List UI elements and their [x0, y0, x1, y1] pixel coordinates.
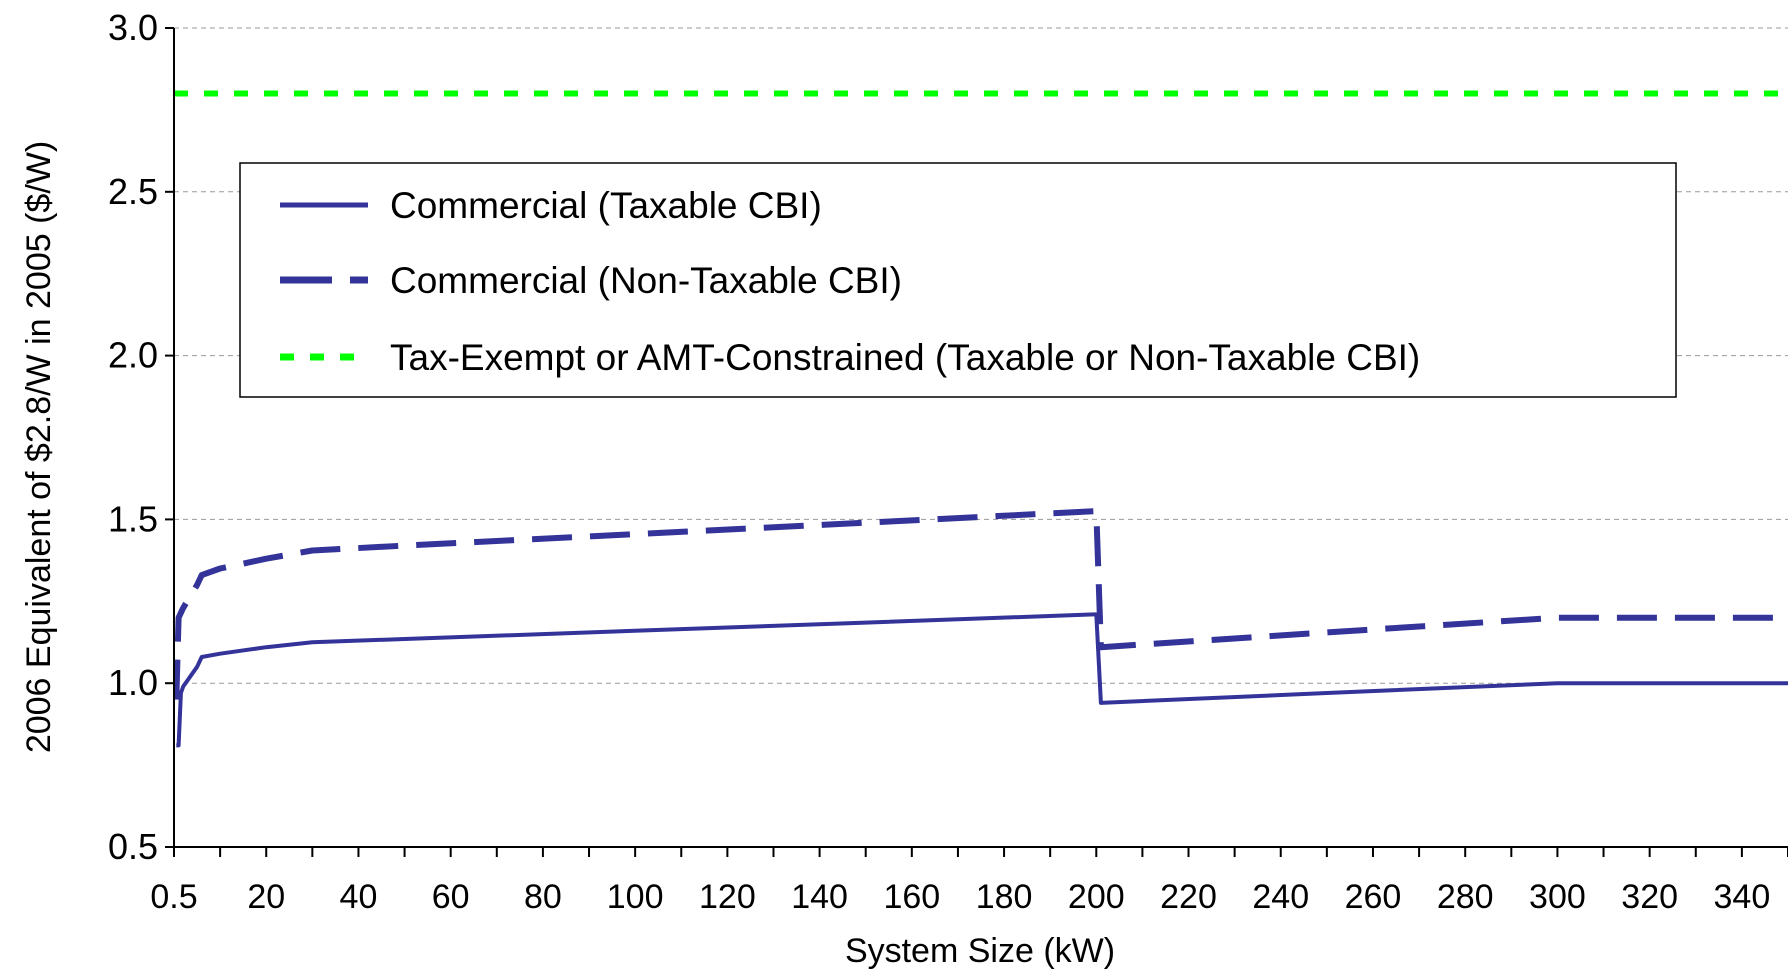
x-tick-label: 220 — [1160, 878, 1217, 916]
legend: Commercial (Taxable CBI) Commercial (Non-… — [239, 162, 1677, 398]
x-tick-label: 120 — [699, 878, 756, 916]
x-tick-label: 20 — [247, 878, 285, 916]
legend-label-2: Commercial (Non-Taxable CBI) — [390, 260, 902, 301]
x-tick-label: 260 — [1345, 878, 1402, 916]
y-axis-label: 2006 Equivalent of $2.8/W in 2005 ($/W) — [20, 141, 58, 753]
x-tick-label: 140 — [791, 878, 848, 916]
x-tick-label: 80 — [524, 878, 562, 916]
series-line-1 — [176, 612, 1788, 748]
x-tick-label: 0.5 — [150, 878, 197, 916]
x-tick-label: 160 — [883, 878, 940, 916]
axes — [165, 27, 1788, 857]
legend-label-3: Tax-Exempt or AMT-Constrained (Taxable o… — [390, 337, 1420, 378]
x-tick-label: 200 — [1068, 878, 1125, 916]
y-tick-labels: 0.5 1.0 1.5 2.0 2.5 3.0 — [108, 7, 158, 867]
x-tick-label: 40 — [340, 878, 378, 916]
x-tick-label: 300 — [1529, 878, 1586, 916]
legend-box — [239, 162, 1677, 398]
y-tick-label: 2.5 — [108, 171, 158, 212]
x-tick-label: 280 — [1437, 878, 1494, 916]
y-tick-label: 1.0 — [108, 662, 158, 703]
x-tick-label: 240 — [1252, 878, 1309, 916]
x-tick-labels: 0.5 20 40 60 80 100 120 140 160 180 200 220 240 260 28… — [150, 878, 1770, 916]
x-tick-label: 180 — [976, 878, 1033, 916]
x-tick-label: 60 — [432, 878, 470, 916]
legend-label-1: Commercial (Taxable CBI) — [390, 185, 822, 226]
y-tick-label: 1.5 — [108, 498, 158, 539]
x-tick-label: 320 — [1621, 878, 1678, 916]
x-tick-label: 100 — [607, 878, 664, 916]
series-line-2 — [173, 508, 1788, 700]
series-lines — [173, 90, 1788, 748]
y-tick-label: 2.0 — [108, 335, 158, 376]
y-tick-label: 0.5 — [108, 826, 158, 867]
x-tick-label: 340 — [1714, 878, 1771, 916]
x-axis-label: System Size (kW) — [845, 932, 1115, 970]
y-tick-label: 3.0 — [108, 7, 158, 48]
